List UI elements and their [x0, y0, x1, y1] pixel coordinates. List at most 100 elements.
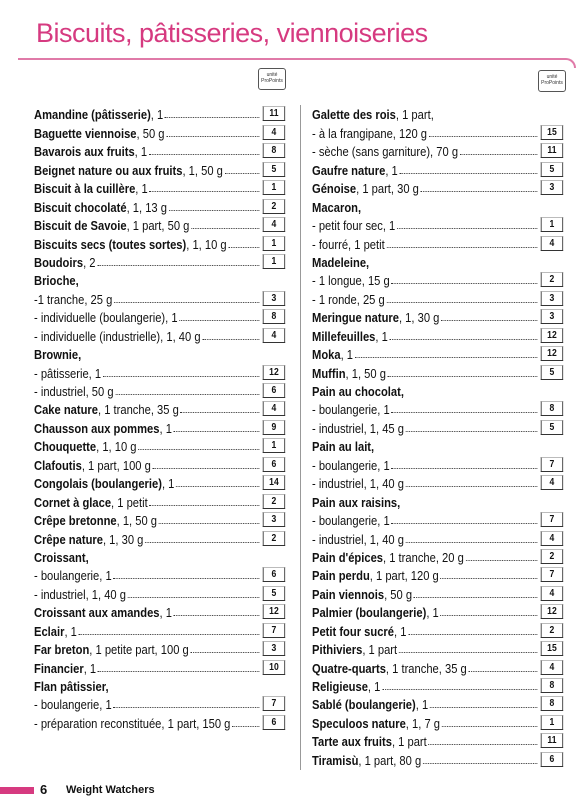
entry: - boulangerie, 1 7: [312, 510, 564, 528]
leader: [408, 633, 538, 635]
leader: [190, 652, 260, 654]
item-detail: , 1 part, 120 g: [369, 568, 439, 584]
item-name: Moka: [312, 347, 341, 363]
item-name: Macaron,: [312, 199, 362, 215]
leader: [191, 228, 260, 230]
entry: Chouquette, 1, 10 g 1: [34, 436, 286, 454]
entry: - pâtisserie, 1 12: [34, 362, 286, 381]
leader: [428, 135, 538, 137]
entry: - boulangerie, 1 7: [34, 694, 286, 712]
entry: Speculoos nature, 1, 7 g 1: [312, 712, 564, 731]
item-name: Petit four sucré: [312, 623, 395, 639]
entry: - industriel, 1, 40 g 4: [312, 473, 564, 491]
points: 6: [540, 751, 564, 767]
item-detail: , 50 g: [384, 586, 413, 602]
leader: [149, 504, 260, 506]
item-name: Pain viennois: [312, 586, 385, 602]
item-detail: , 1 part,: [395, 107, 434, 123]
entry: Pain viennois, 50 g 4: [312, 583, 564, 602]
entry: Sablé (boulangerie), 1 8: [312, 694, 564, 712]
points: 7: [540, 567, 564, 583]
entry: Cake nature, 1 tranche, 35 g 4: [34, 399, 286, 418]
item-detail: - fourré, 1 petit: [312, 236, 385, 252]
leader: [228, 246, 260, 248]
leader: [127, 596, 260, 598]
entry: Brownie,: [34, 344, 285, 362]
entry: Congolais (boulangerie), 1 14: [34, 473, 286, 491]
entry: -1 tranche, 25 g 3: [34, 288, 286, 307]
item-detail: - petit four sec, 1: [312, 218, 396, 234]
item-detail: , 1, 30 g: [398, 310, 440, 326]
item-detail: - 1 longue, 15 g: [312, 273, 390, 289]
points: 3: [262, 641, 286, 657]
item-name: Cake nature: [34, 402, 99, 418]
item-detail: , 1: [394, 623, 407, 639]
entry: Meringue nature, 1, 30 g 3: [312, 307, 564, 326]
item-detail: , 1: [367, 679, 381, 694]
points: 5: [540, 161, 564, 177]
item-detail: , 1, 50 g: [345, 365, 386, 381]
leader: [97, 670, 260, 672]
leader: [180, 412, 260, 414]
points: 1: [262, 438, 286, 454]
entry: Tiramisù, 1 part, 80 g 6: [312, 749, 564, 768]
leader: [441, 320, 538, 322]
item-detail: , 1: [375, 328, 388, 344]
points: 4: [540, 235, 564, 251]
points: 12: [540, 604, 564, 620]
entry: Flan pâtissier,: [34, 676, 285, 694]
points: 5: [540, 364, 564, 380]
points: 4: [540, 530, 564, 546]
leader: [386, 246, 538, 248]
item-name: Pain aux raisins,: [312, 494, 401, 510]
item-name: Biscuits secs (toutes sortes): [34, 236, 187, 252]
points: 2: [540, 548, 564, 564]
item-detail: , 1: [134, 144, 148, 160]
points: 4: [262, 217, 286, 233]
leader: [465, 559, 538, 561]
points: 5: [262, 161, 286, 177]
item-detail: - boulangerie, 1: [34, 568, 112, 584]
item-name: Religieuse: [312, 679, 368, 694]
item-detail: -1 tranche, 25 g: [34, 291, 113, 307]
item-name: Tiramisù: [312, 752, 359, 768]
item-detail: , 1: [150, 107, 164, 123]
item-name: Millefeuilles: [312, 328, 376, 344]
item-name: Cornet à glace: [34, 494, 112, 510]
entry: Pain aux raisins,: [312, 491, 563, 510]
item-name: Biscuit à la cuillère: [34, 181, 136, 197]
points: 5: [262, 585, 286, 601]
entry: Muffin, 1, 50 g 5: [312, 362, 564, 381]
entry: Petit four sucré, 1 2: [312, 620, 564, 639]
item-detail: , 50 g: [136, 125, 165, 141]
points: 3: [262, 512, 286, 528]
item-detail: , 1 tranche, 35 g: [385, 660, 467, 676]
points: 2: [540, 622, 564, 638]
points: 6: [262, 714, 286, 730]
entry: Croissant aux amandes, 1 12: [34, 602, 286, 621]
points: 1: [262, 180, 286, 196]
leader: [202, 338, 260, 340]
entry: - à la frangipane, 120 g 15: [312, 122, 564, 141]
item-detail: - boulangerie, 1: [312, 457, 390, 473]
item-name: Palmier (boulangerie): [312, 605, 427, 621]
leader: [173, 615, 260, 617]
item-detail: , 1 part, 100 g: [81, 457, 151, 473]
item-detail: , 1: [385, 162, 398, 178]
points: 6: [262, 567, 286, 583]
leader: [389, 338, 538, 340]
entry: - industriel, 50 g 6: [34, 381, 286, 399]
leader: [429, 707, 538, 709]
page-number: 6: [40, 782, 48, 797]
item-detail: , 1: [340, 347, 354, 363]
entry: Religieuse, 1 8: [312, 676, 564, 694]
leader: [428, 744, 538, 746]
item-name: Galette des rois: [312, 107, 396, 123]
item-detail: , 1, 10 g: [186, 236, 227, 252]
item-name: Croissant aux amandes: [34, 605, 160, 621]
points: 8: [262, 309, 286, 325]
item-detail: , 1, 50 g: [182, 162, 223, 178]
leader: [391, 467, 538, 469]
item-detail: - industriel, 1, 45 g: [312, 420, 404, 436]
points: 15: [540, 641, 564, 657]
